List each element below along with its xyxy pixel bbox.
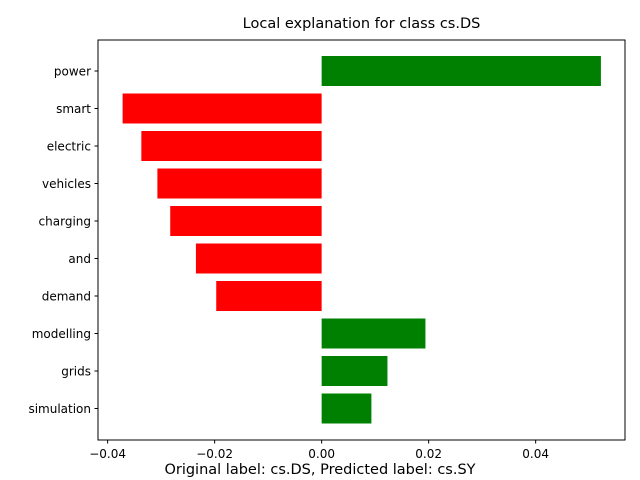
chart-title: Local explanation for class cs.DS bbox=[243, 16, 481, 32]
bar-charging bbox=[170, 206, 321, 236]
bar-modelling bbox=[322, 319, 426, 349]
y-tick-label: power bbox=[54, 65, 91, 79]
x-tick-label: 0.02 bbox=[415, 447, 442, 461]
y-tick-label: grids bbox=[61, 365, 91, 379]
bars-group bbox=[123, 56, 601, 424]
bar-and bbox=[196, 244, 322, 274]
bar-smart bbox=[123, 94, 322, 124]
x-tick-label: 0.00 bbox=[308, 447, 335, 461]
bar-demand bbox=[216, 281, 321, 311]
chart-caption: Original label: cs.DS, Predicted label: … bbox=[164, 462, 475, 478]
y-tick-label: vehicles bbox=[42, 177, 91, 191]
y-tick-label: and bbox=[68, 252, 91, 266]
bar-electric bbox=[141, 131, 321, 161]
y-tick-label: electric bbox=[47, 140, 91, 154]
bar-power bbox=[322, 56, 601, 86]
y-tick-label: demand bbox=[42, 290, 91, 304]
y-axis-ticks: power smart electric vehicles charging and dem… bbox=[28, 65, 98, 417]
x-tick-label: −0.02 bbox=[196, 447, 233, 461]
y-tick-label: smart bbox=[56, 102, 91, 116]
y-tick-label: charging bbox=[39, 215, 91, 229]
bar-simulation bbox=[322, 394, 372, 424]
x-tick-label: −0.04 bbox=[89, 447, 126, 461]
bar-grids bbox=[322, 356, 388, 386]
bar-vehicles bbox=[157, 169, 321, 199]
y-tick-label: modelling bbox=[32, 327, 91, 341]
y-tick-label: simulation bbox=[28, 402, 91, 416]
x-tick-label: 0.04 bbox=[522, 447, 549, 461]
x-axis-ticks: −0.04 −0.02 0.00 0.02 0.04 bbox=[89, 440, 549, 461]
